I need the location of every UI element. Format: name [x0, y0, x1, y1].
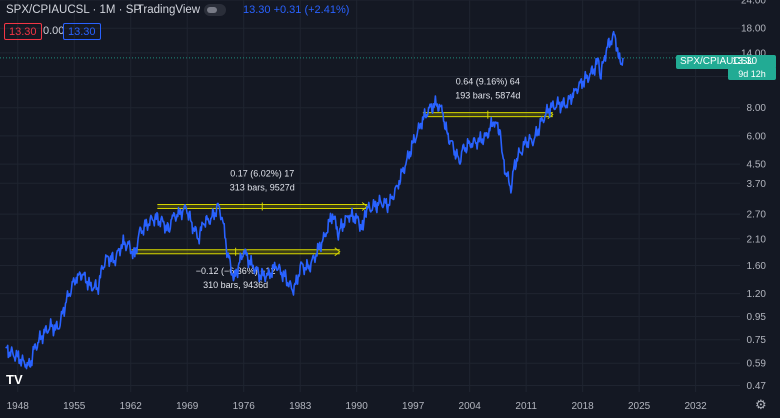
price-label-value: 13.30 [732, 56, 758, 67]
x-tick-label: 1969 [176, 401, 199, 412]
x-tick-label: 1948 [7, 401, 30, 412]
y-tick-label: 0.59 [747, 359, 767, 370]
spread-value: 0.00 [43, 25, 65, 37]
chart-symbol-title[interactable]: SPX/CPIAUCSL · 1M · SP [6, 4, 142, 16]
price-change-readout: 13.30 +0.31 (+2.41%) [243, 4, 350, 16]
measure-label-bars: 310 bars, 9436d [203, 280, 268, 290]
x-tick-label: 1955 [63, 401, 86, 412]
y-tick-label: 0.47 [747, 381, 767, 392]
measure-label-change: 0.17 (6.02%) 17 [230, 168, 294, 178]
y-tick-label: 3.70 [747, 179, 767, 190]
measure-label-bars: 313 bars, 9527d [230, 182, 295, 192]
y-tick-label: 14.00 [741, 48, 766, 59]
x-tick-label: 1997 [402, 401, 425, 412]
settings-gear-icon[interactable]: ⚙ [755, 397, 767, 412]
x-tick-label: 1990 [346, 401, 369, 412]
y-tick-label: 2.10 [747, 234, 767, 245]
x-tick-label: 1976 [233, 401, 256, 412]
measure-annotation: 0.17 (6.02%) 17 313 bars, 9527d [157, 168, 368, 211]
price-label-symbol: SPX/CPIAUCSL [680, 56, 753, 67]
platform-label: · TradingView [130, 4, 201, 16]
bar-countdown: 9d 12h [728, 68, 776, 80]
measure-label-change: 0.64 (9.16%) 64 [456, 77, 520, 87]
buy-price-chip[interactable]: 13.30 [63, 23, 101, 40]
x-tick-label: 1962 [120, 401, 143, 412]
x-tick-label: 2004 [459, 401, 482, 412]
measure-annotation: 0.64 (9.16%) 64 193 bars, 5874d [422, 77, 554, 120]
y-tick-label: 8.00 [747, 103, 767, 114]
y-tick-label: 0.75 [747, 335, 767, 346]
x-tick-label: 2032 [684, 401, 707, 412]
tradingview-logo[interactable]: TV [6, 372, 23, 387]
measure-arrow [334, 247, 341, 257]
y-tick-label: 4.50 [747, 160, 767, 171]
sell-price-chip[interactable]: 13.30 [4, 23, 42, 40]
y-tick-label: 1.60 [747, 261, 767, 272]
y-tick-label: 18.00 [741, 24, 766, 35]
y-tick-label: 0.95 [747, 312, 767, 323]
y-tick-label: 2.70 [747, 210, 767, 221]
visibility-toggle-icon[interactable] [204, 4, 226, 16]
y-tick-label: 6.00 [747, 131, 767, 142]
y-tick-label: 24.00 [741, 0, 766, 7]
x-tick-label: 1983 [289, 401, 312, 412]
x-tick-label: 2011 [515, 401, 537, 412]
x-tick-label: 2018 [572, 401, 595, 412]
measure-label-bars: 193 bars, 5874d [455, 91, 520, 101]
y-tick-label: 1.20 [747, 289, 767, 300]
last-price-label: SPX/CPIAUCSL 13.30 [676, 55, 776, 69]
x-tick-label: 2025 [628, 401, 651, 412]
spx-cpi-series-line [5, 30, 624, 370]
